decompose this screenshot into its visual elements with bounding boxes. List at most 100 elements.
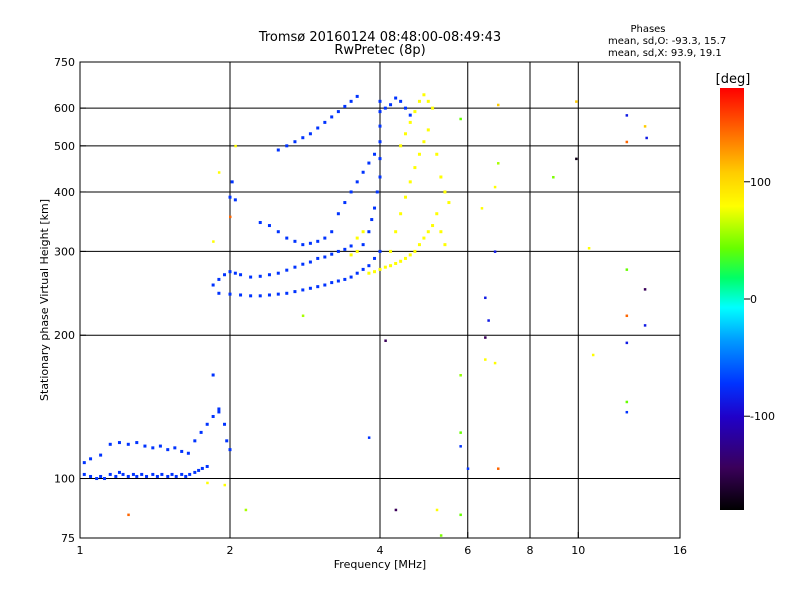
echo-point <box>403 106 407 110</box>
echo-point <box>197 468 201 472</box>
noise-point <box>384 339 387 342</box>
y-tick-label: 500 <box>54 140 75 153</box>
echo-point <box>211 414 215 418</box>
echo-point <box>184 474 188 478</box>
echo-point <box>126 474 130 478</box>
colorbar-tick-label: 100 <box>750 176 771 189</box>
echo-point <box>431 106 435 110</box>
echo-point <box>355 236 359 240</box>
echo-point <box>316 239 320 243</box>
echo-point <box>170 472 174 476</box>
echo-point <box>276 292 280 296</box>
noise-point <box>480 207 484 210</box>
echo-point <box>103 477 107 481</box>
colorbar-tick-label: -100 <box>750 410 775 423</box>
echo-point <box>233 271 237 275</box>
noise-point <box>625 140 629 144</box>
y-tick-label: 400 <box>54 186 75 199</box>
noise-point <box>625 400 629 404</box>
noise-point <box>459 117 462 121</box>
echo-point <box>193 439 197 443</box>
echo-point <box>422 236 426 240</box>
echo-point <box>258 294 262 298</box>
echo-point <box>439 175 443 179</box>
echo-point <box>378 175 382 179</box>
noise-point <box>493 250 497 253</box>
echo-point <box>249 294 253 298</box>
echo-point <box>267 293 271 297</box>
plot-area: 1 2 4 6 8 10 16 750 600 500 400 300 200 100 75 <box>54 56 687 557</box>
echo-point <box>117 441 121 445</box>
echo-point <box>239 273 243 277</box>
x-tick-label: 4 <box>377 544 384 557</box>
echo-point <box>389 103 393 107</box>
echo-point <box>267 224 271 228</box>
echo-point <box>217 277 221 281</box>
echo-point <box>258 274 262 278</box>
echo-point <box>293 140 297 144</box>
colorbar-ticks: 100 0 -100 <box>744 176 775 423</box>
echo-point <box>349 190 353 194</box>
echo-point <box>121 472 125 476</box>
echo-point <box>211 283 215 287</box>
echo-point <box>228 270 232 274</box>
noise-point <box>394 508 398 512</box>
echo-point <box>403 195 407 199</box>
echo-point <box>145 474 149 478</box>
echo-point <box>330 115 334 119</box>
echo-point <box>373 256 377 260</box>
echo-point <box>205 422 209 426</box>
echo-point <box>99 474 103 478</box>
chart-subtitle: RwPretec (8p) <box>334 43 425 58</box>
echo-point <box>267 273 271 277</box>
noise-point <box>625 410 629 414</box>
noise-point <box>435 508 439 512</box>
y-tick-label: 600 <box>54 102 75 115</box>
noise-point <box>439 534 443 537</box>
echo-point <box>230 180 234 184</box>
noise-point <box>643 288 647 291</box>
echo-point <box>367 230 371 234</box>
noise-point <box>484 296 487 300</box>
noise-point <box>367 436 371 439</box>
echo-point <box>228 195 232 199</box>
echo-point <box>205 464 209 468</box>
echo-point <box>323 255 327 259</box>
echo-point <box>361 170 365 174</box>
x-tick-label: 2 <box>227 544 234 557</box>
noise-point <box>223 483 227 487</box>
echo-point <box>383 265 387 269</box>
echo-point <box>343 277 347 281</box>
echo-point <box>378 110 382 114</box>
noise-point <box>459 374 462 377</box>
noise-point <box>212 240 215 243</box>
echo-point <box>361 243 365 247</box>
echo-point <box>426 128 430 132</box>
echo-point <box>447 201 451 205</box>
echo-point <box>228 292 232 296</box>
y-tick-label: 750 <box>54 56 75 69</box>
noise-point <box>625 114 629 117</box>
echo-point <box>188 472 192 476</box>
echo-point <box>293 239 297 243</box>
echo-point <box>443 243 447 247</box>
echo-point <box>217 410 221 414</box>
echo-point <box>285 291 289 295</box>
y-tick-label: 200 <box>54 329 75 342</box>
echo-point <box>355 180 359 184</box>
echo-point <box>349 244 353 248</box>
echo-point <box>343 201 347 205</box>
echo-point <box>308 132 312 136</box>
noise-point <box>244 508 248 512</box>
echo-point <box>373 206 377 210</box>
echo-point <box>151 472 155 476</box>
colorbar-tick-label: 0 <box>750 293 757 306</box>
echo-point <box>323 236 327 240</box>
noise-point <box>643 324 647 327</box>
echo-point <box>373 270 377 274</box>
echo-point <box>217 407 221 411</box>
echo-point <box>276 148 280 152</box>
y-tick-label: 300 <box>54 245 75 258</box>
echo-point <box>426 230 430 234</box>
